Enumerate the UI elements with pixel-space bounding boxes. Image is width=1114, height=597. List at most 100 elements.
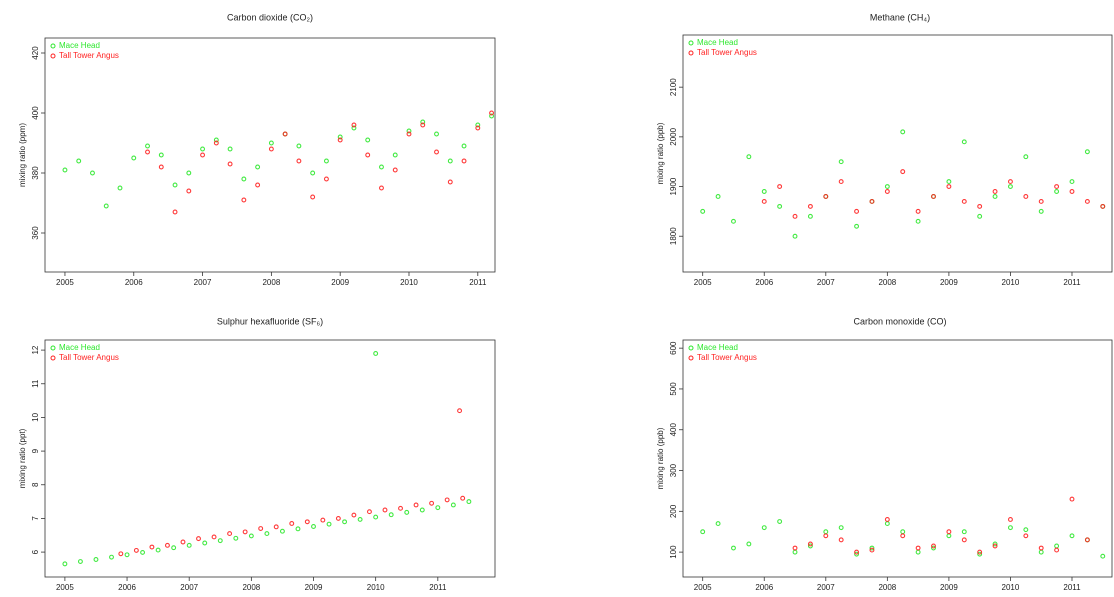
data-point bbox=[365, 152, 371, 158]
data-point bbox=[365, 137, 371, 143]
data-point bbox=[761, 525, 767, 531]
x-tick-label: 2007 bbox=[817, 278, 835, 287]
data-point bbox=[977, 213, 983, 219]
legend-marker bbox=[688, 40, 694, 46]
data-point bbox=[133, 547, 139, 553]
data-point bbox=[961, 198, 967, 204]
data-point bbox=[807, 213, 813, 219]
legend-label: Tall Tower Angus bbox=[59, 353, 119, 362]
data-point bbox=[946, 184, 952, 189]
x-tick-label: 2008 bbox=[878, 583, 896, 592]
plot-frame bbox=[682, 34, 1113, 273]
data-point bbox=[268, 140, 274, 146]
y-tick-label: 1800 bbox=[669, 227, 678, 245]
data-point bbox=[337, 137, 343, 143]
data-point bbox=[869, 198, 875, 204]
data-point bbox=[792, 549, 798, 555]
data-point bbox=[366, 509, 372, 515]
data-point bbox=[884, 184, 890, 189]
data-point bbox=[838, 179, 844, 185]
x-tick-label: 2010 bbox=[1002, 583, 1020, 592]
data-point bbox=[777, 203, 783, 209]
data-point bbox=[213, 140, 219, 146]
data-point bbox=[248, 533, 254, 539]
data-point bbox=[475, 125, 481, 131]
y-axis-label: mixing ratio (ppb) bbox=[656, 122, 665, 184]
x-tick-label: 2008 bbox=[262, 278, 280, 287]
data-point bbox=[838, 537, 844, 543]
panel: Sulphur hexafluoride (SF₆) 2005 2006 2007 20… bbox=[18, 316, 496, 592]
legend-marker bbox=[50, 355, 56, 361]
data-point bbox=[900, 529, 906, 535]
data-point bbox=[961, 529, 967, 535]
data-point bbox=[337, 134, 343, 140]
data-point bbox=[103, 203, 109, 209]
data-point bbox=[388, 512, 394, 518]
data-point bbox=[1084, 149, 1090, 155]
data-point bbox=[335, 515, 341, 521]
data-point bbox=[977, 549, 983, 555]
x-tick-label: 2008 bbox=[242, 583, 260, 592]
data-point bbox=[434, 131, 439, 137]
data-point bbox=[310, 170, 316, 176]
data-point bbox=[992, 541, 998, 547]
data-point bbox=[1038, 545, 1044, 551]
x-tick-label: 2010 bbox=[367, 583, 385, 592]
legend-label: Mace Head bbox=[697, 38, 738, 47]
x-tick-label: 2005 bbox=[694, 278, 712, 287]
data-point bbox=[1023, 527, 1029, 533]
data-point bbox=[217, 538, 223, 544]
data-point bbox=[460, 495, 466, 501]
data-point bbox=[200, 152, 206, 158]
data-point bbox=[373, 351, 379, 356]
data-point bbox=[869, 545, 875, 551]
data-point bbox=[196, 536, 201, 542]
data-point bbox=[946, 533, 952, 539]
data-point bbox=[241, 197, 247, 203]
data-point bbox=[200, 146, 206, 152]
plot-frame bbox=[44, 37, 496, 273]
data-point bbox=[946, 179, 952, 185]
data-point bbox=[838, 159, 844, 165]
data-point bbox=[777, 519, 783, 524]
panel: Carbon monoxide (CO) 2005 2006 2007 2008 2009… bbox=[656, 316, 1113, 592]
y-tick-label: 420 bbox=[31, 46, 40, 60]
legend-label: Tall Tower Angus bbox=[697, 353, 757, 362]
y-tick-label: 400 bbox=[31, 106, 40, 120]
x-tick-label: 2009 bbox=[940, 278, 958, 287]
data-point bbox=[186, 170, 192, 176]
panel-title: Methane (CH₄) bbox=[870, 12, 930, 22]
data-point bbox=[413, 502, 419, 508]
panel-title: Carbon dioxide (CO₂) bbox=[227, 12, 313, 22]
data-point bbox=[379, 164, 384, 170]
data-point bbox=[398, 505, 403, 511]
x-tick-label: 2011 bbox=[1063, 278, 1081, 287]
data-point bbox=[915, 545, 921, 551]
data-point bbox=[1023, 533, 1029, 539]
data-point bbox=[823, 533, 829, 539]
panel-title: Carbon monoxide (CO) bbox=[853, 316, 946, 326]
data-point bbox=[282, 131, 288, 137]
y-tick-label: 100 bbox=[669, 545, 678, 559]
legend-marker bbox=[50, 345, 56, 351]
data-point bbox=[450, 502, 456, 508]
data-point bbox=[461, 158, 467, 164]
data-point bbox=[304, 519, 310, 525]
data-point bbox=[320, 517, 326, 523]
data-point bbox=[1054, 543, 1060, 549]
x-tick-label: 2010 bbox=[1002, 278, 1020, 287]
x-tick-label: 2005 bbox=[56, 278, 74, 287]
data-point bbox=[1023, 154, 1029, 160]
y-tick-label: 6 bbox=[31, 549, 40, 554]
y-tick-label: 2100 bbox=[669, 78, 678, 96]
data-point bbox=[1054, 547, 1060, 553]
data-point bbox=[1007, 179, 1013, 185]
data-point bbox=[255, 182, 261, 188]
data-point bbox=[241, 176, 247, 182]
x-tick-label: 2009 bbox=[331, 278, 349, 287]
data-point bbox=[992, 194, 998, 199]
data-point bbox=[118, 551, 124, 557]
y-tick-label: 1900 bbox=[669, 177, 678, 195]
data-point bbox=[838, 525, 844, 531]
legend-marker bbox=[688, 345, 694, 351]
